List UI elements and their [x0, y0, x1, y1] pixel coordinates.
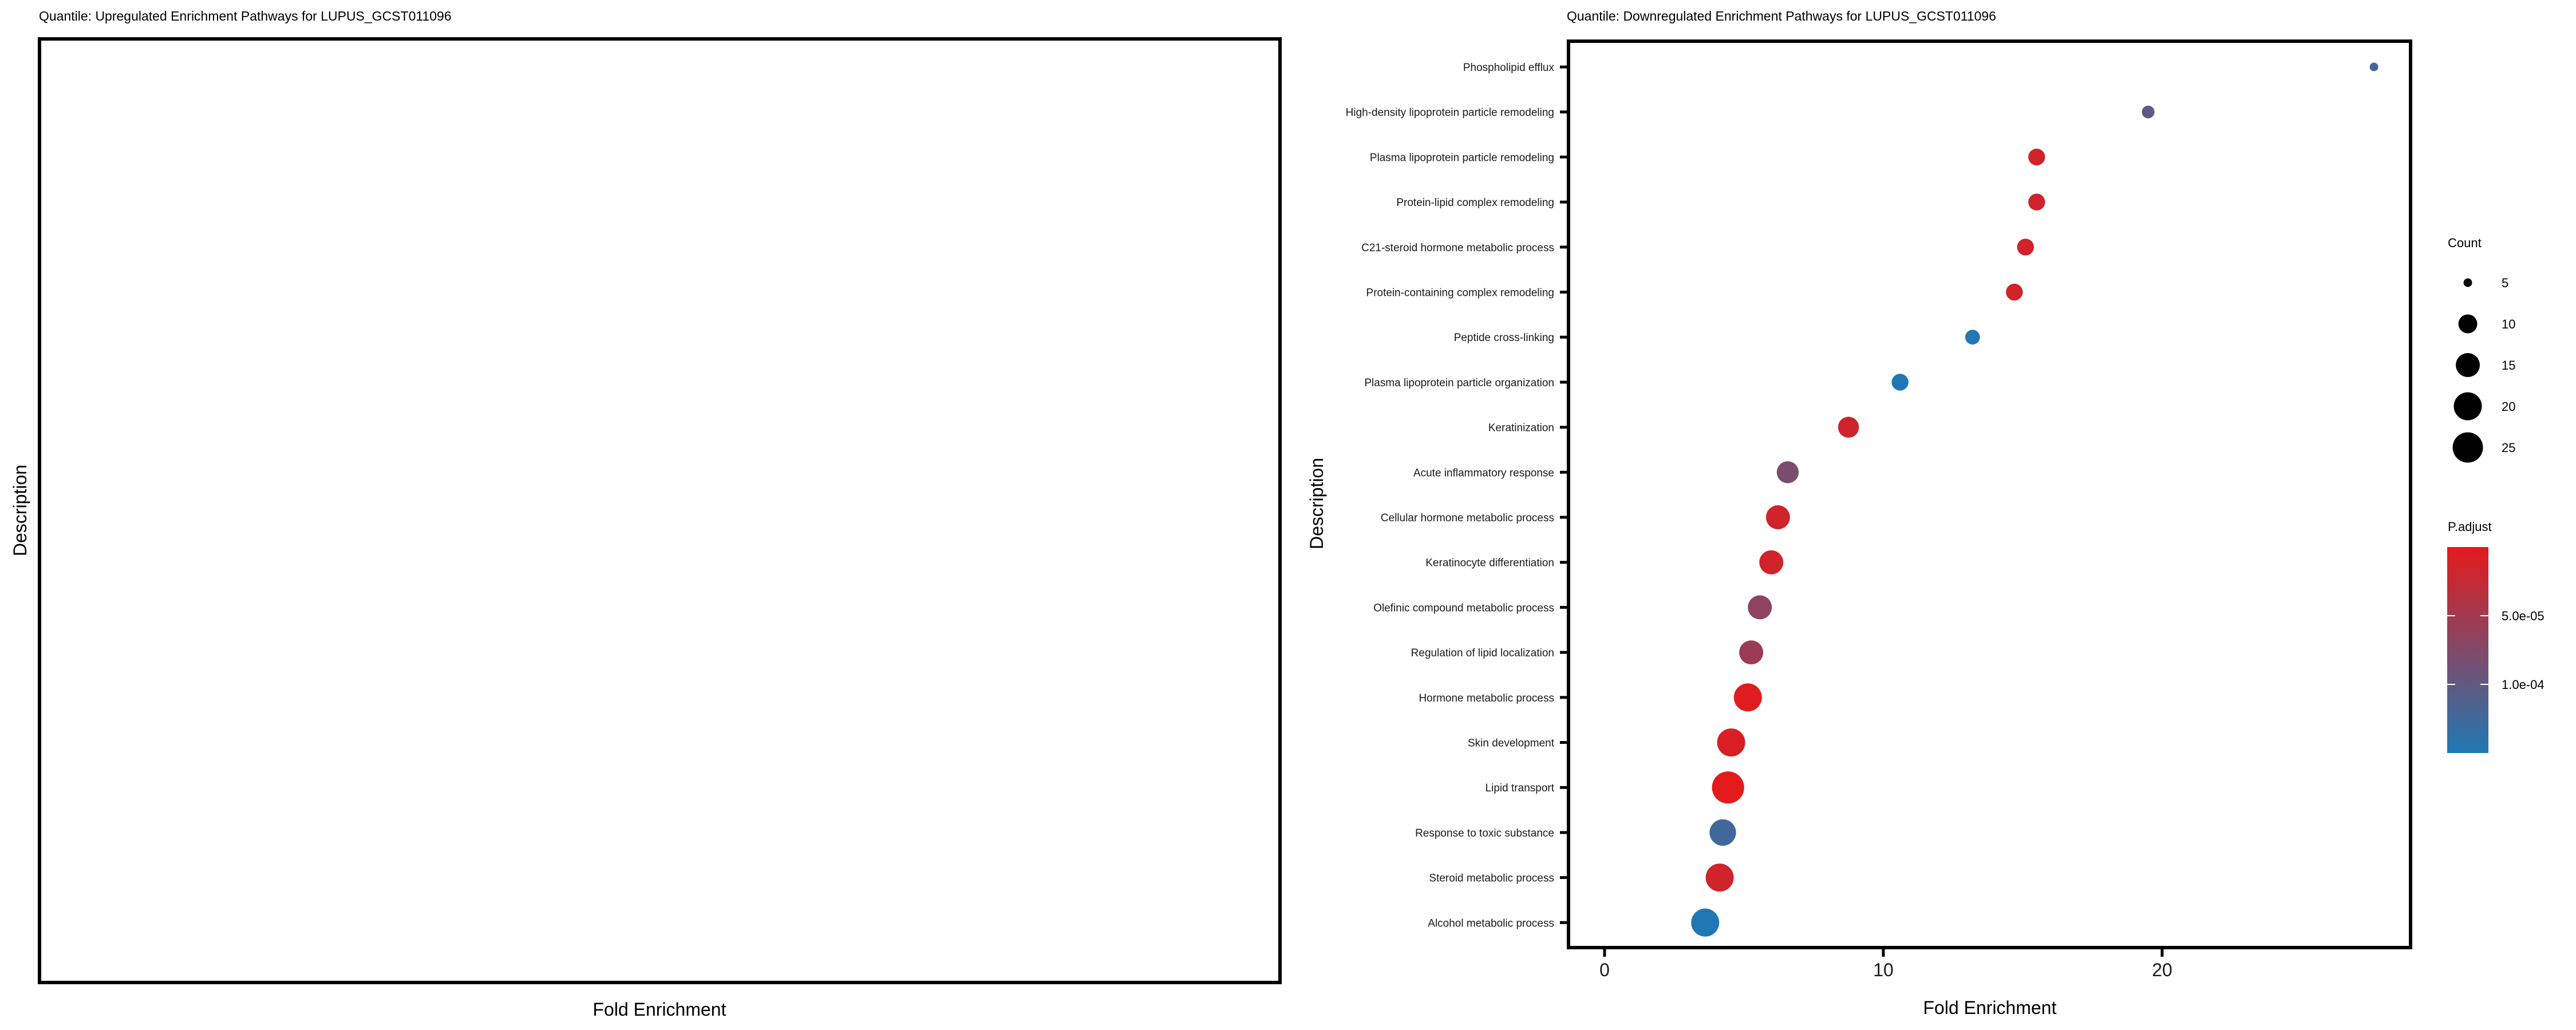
data-point — [1691, 908, 1720, 937]
padjust-colorbar — [2447, 547, 2488, 753]
y-tick-label: Protein-containing complex remodeling — [1366, 287, 1554, 299]
y-tick-label: C21-steroid hormone metabolic process — [1361, 242, 1554, 254]
x-tick-label: 20 — [2152, 960, 2172, 980]
colorbar-tick-label: 1.0e-04 — [2502, 678, 2545, 692]
y-tick-label: Plasma lipoprotein particle organization — [1364, 377, 1554, 389]
count-legend-circle — [2463, 278, 2472, 287]
data-point — [1709, 819, 1736, 846]
data-point — [1712, 771, 1744, 804]
y-tick-label: Alcohol metabolic process — [1428, 917, 1554, 929]
count-legend-label: 20 — [2502, 399, 2515, 414]
data-point — [2142, 105, 2155, 118]
downregulated-y-axis-title: Description — [1306, 458, 1327, 549]
data-point — [2369, 62, 2379, 72]
padjust-legend-title: P.adjust — [2448, 520, 2492, 534]
y-tick-label: Hormone metabolic process — [1419, 692, 1554, 704]
y-tick-label: Phospholipid efflux — [1463, 62, 1555, 74]
count-legend-label: 25 — [2502, 441, 2515, 455]
data-point — [1891, 374, 1909, 391]
data-point — [1759, 550, 1784, 575]
y-tick-label: Peptide cross-linking — [1454, 332, 1554, 344]
count-legend-items: 5 10 15 20 25 — [2452, 276, 2515, 463]
colorbar-tick-label: 5.0e-05 — [2502, 609, 2545, 623]
y-tick-label: Steroid metabolic process — [1429, 873, 1554, 885]
data-point — [2006, 283, 2023, 301]
count-legend-label: 15 — [2502, 358, 2515, 373]
y-tick-label: Skin development — [1468, 738, 1555, 750]
downregulated-panel: Quantile: Downregulated Enrichment Pathw… — [1306, 9, 2412, 1018]
x-ticks: 0 10 20 — [1599, 949, 2172, 980]
data-point — [1717, 728, 1745, 756]
upregulated-plot-border — [38, 37, 1282, 984]
y-tick-label: Cellular hormone metabolic process — [1381, 512, 1554, 524]
upregulated-y-axis-title: Description — [10, 465, 30, 556]
x-tick-label: 10 — [1873, 960, 1894, 980]
upregulated-title: Quantile: Upregulated Enrichment Pathway… — [39, 9, 452, 23]
data-point — [2028, 148, 2045, 166]
data-point — [1733, 683, 1762, 712]
count-legend-label: 5 — [2502, 276, 2508, 290]
count-legend-circle — [2458, 314, 2478, 334]
x-tick-label: 0 — [1599, 960, 1610, 980]
count-legend-circle — [2456, 353, 2480, 377]
y-tick-label: Plasma lipoprotein particle remodeling — [1370, 152, 1554, 164]
y-tick-labels: Phospholipid efflux High-density lipoprot… — [1346, 62, 1567, 929]
downregulated-plot-border — [1567, 39, 2412, 949]
data-points — [1691, 62, 2379, 937]
y-tick-label: Olefinic compound metabolic process — [1373, 602, 1554, 614]
upregulated-panel: Quantile: Upregulated Enrichment Pathway… — [10, 9, 1282, 1020]
upregulated-x-axis-title: Fold Enrichment — [593, 999, 726, 1020]
downregulated-x-axis-title: Fold Enrichment — [1923, 997, 2057, 1018]
data-point — [2028, 193, 2045, 211]
y-tick-label: Response to toxic substance — [1415, 827, 1554, 839]
y-tick-label: Protein-lipid complex remodeling — [1396, 197, 1554, 209]
legend: Count 5 10 15 20 25 P.adjust 5.0e-05 1.0e-04 — [2447, 236, 2545, 753]
y-tick-label: Keratinization — [1488, 422, 1554, 434]
padjust-legend-ticks: 5.0e-05 1.0e-04 — [2447, 609, 2545, 692]
data-point — [1838, 417, 1859, 438]
data-point — [2017, 239, 2034, 256]
downregulated-title: Quantile: Downregulated Enrichment Pathw… — [1567, 9, 1996, 23]
data-point — [1965, 330, 1980, 345]
count-legend-circle — [2453, 392, 2482, 421]
data-point — [1748, 595, 1772, 620]
data-point — [1765, 505, 1790, 529]
data-point — [1776, 461, 1799, 484]
data-point — [1705, 863, 1734, 892]
y-tick-label: Lipid transport — [1485, 782, 1555, 794]
count-legend-title: Count — [2448, 236, 2482, 250]
y-tick-label: High-density lipoprotein particle remode… — [1346, 107, 1554, 119]
count-legend-label: 10 — [2502, 317, 2515, 331]
count-legend-circle — [2452, 432, 2483, 463]
y-tick-label: Acute inflammatory response — [1413, 467, 1554, 479]
y-tick-label: Regulation of lipid localization — [1411, 647, 1554, 659]
y-tick-label: Keratinocyte differentiation — [1425, 557, 1554, 569]
data-point — [1739, 640, 1764, 665]
